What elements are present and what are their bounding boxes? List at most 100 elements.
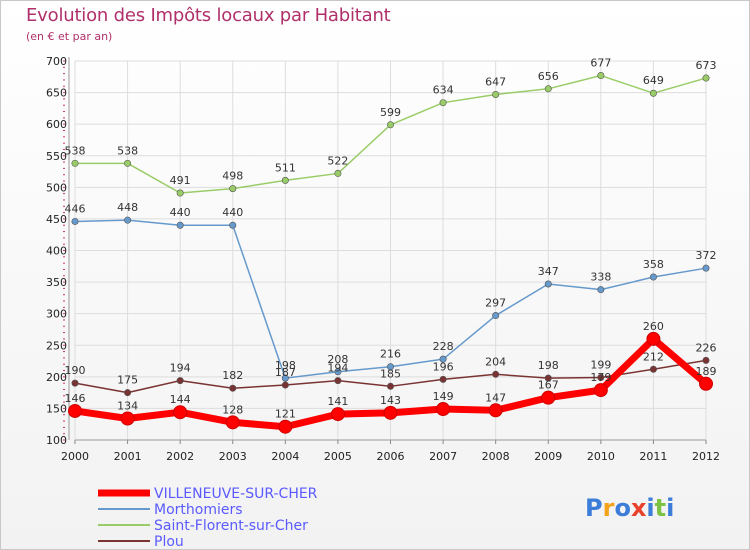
data-label: 143 bbox=[380, 394, 401, 407]
data-point bbox=[120, 411, 135, 426]
x-tick-label: 2003 bbox=[219, 450, 247, 463]
logo-letter: o bbox=[614, 494, 631, 522]
data-point bbox=[386, 363, 394, 371]
data-label: 656 bbox=[538, 70, 559, 83]
data-label: 187 bbox=[275, 366, 296, 379]
data-label: 634 bbox=[433, 84, 454, 97]
x-tick-label: 2005 bbox=[324, 450, 352, 463]
data-label: 440 bbox=[170, 206, 191, 219]
data-label: 189 bbox=[696, 365, 717, 378]
data-point bbox=[176, 377, 184, 385]
logo-letter: x bbox=[631, 494, 647, 522]
data-point bbox=[173, 405, 188, 420]
y-tick-label: 450 bbox=[46, 213, 67, 226]
data-label: 358 bbox=[643, 258, 664, 271]
data-point bbox=[386, 121, 394, 129]
data-point bbox=[597, 373, 605, 381]
data-label: 599 bbox=[380, 106, 401, 119]
x-tick-label: 2006 bbox=[377, 450, 405, 463]
data-point bbox=[124, 159, 132, 167]
data-label: 167 bbox=[538, 379, 559, 392]
data-point bbox=[278, 419, 293, 434]
data-label: 149 bbox=[433, 390, 454, 403]
data-point bbox=[330, 407, 345, 422]
data-point bbox=[281, 381, 289, 389]
logo-letter: P bbox=[585, 494, 603, 522]
data-point bbox=[597, 286, 605, 294]
data-label: 491 bbox=[170, 174, 191, 187]
data-point bbox=[383, 405, 398, 420]
data-point bbox=[229, 221, 237, 229]
data-label: 538 bbox=[65, 144, 86, 157]
x-tick-label: 2011 bbox=[639, 450, 667, 463]
data-point bbox=[229, 384, 237, 392]
data-point bbox=[439, 375, 447, 383]
data-label: 179 bbox=[590, 371, 611, 384]
data-label: 498 bbox=[222, 170, 243, 183]
data-label: 372 bbox=[696, 249, 717, 262]
data-label: 199 bbox=[590, 358, 611, 371]
y-tick-label: 700 bbox=[46, 55, 67, 68]
data-point bbox=[71, 379, 79, 387]
data-label: 134 bbox=[117, 400, 138, 413]
y-tick-label: 600 bbox=[46, 118, 67, 131]
data-label: 647 bbox=[485, 75, 506, 88]
data-point bbox=[281, 176, 289, 184]
data-point bbox=[593, 383, 608, 398]
chart-title: Evolution des Impôts locaux par Habitant bbox=[26, 5, 391, 26]
data-label: 446 bbox=[65, 202, 86, 215]
data-label: 144 bbox=[170, 393, 191, 406]
data-point bbox=[702, 356, 710, 364]
data-label: 141 bbox=[327, 395, 348, 408]
data-point bbox=[334, 169, 342, 177]
data-point bbox=[176, 189, 184, 197]
data-point bbox=[439, 355, 447, 363]
chart-subtitle: (en € et par an) bbox=[26, 30, 113, 43]
data-point bbox=[649, 365, 657, 373]
data-label: 146 bbox=[65, 392, 86, 405]
legend-label: Plou bbox=[154, 534, 184, 550]
logo-letter: i bbox=[666, 494, 674, 522]
data-label: 649 bbox=[643, 74, 664, 87]
data-point bbox=[702, 74, 710, 82]
data-point bbox=[544, 85, 552, 93]
data-label: 190 bbox=[65, 364, 86, 377]
data-label: 128 bbox=[222, 403, 243, 416]
data-point bbox=[544, 280, 552, 288]
x-tick-label: 2008 bbox=[482, 450, 510, 463]
x-tick-label: 2001 bbox=[114, 450, 142, 463]
x-tick-label: 2009 bbox=[534, 450, 562, 463]
data-label: 522 bbox=[327, 154, 348, 167]
data-label: 448 bbox=[117, 201, 138, 214]
data-point bbox=[436, 402, 451, 417]
y-tick-label: 150 bbox=[46, 402, 67, 415]
data-point bbox=[488, 403, 503, 418]
data-point bbox=[281, 374, 289, 382]
y-tick-label: 300 bbox=[46, 308, 67, 321]
data-point bbox=[124, 216, 132, 224]
data-label: 338 bbox=[590, 271, 611, 284]
legend: VILLENEUVE-SUR-CHERMorthomiersSaint-Flor… bbox=[98, 486, 318, 550]
y-tick-label: 200 bbox=[46, 371, 67, 384]
data-label: 182 bbox=[222, 369, 243, 382]
data-label: 226 bbox=[696, 341, 717, 354]
legend-label: VILLENEUVE-SUR-CHER bbox=[154, 486, 318, 502]
y-tick-label: 650 bbox=[46, 87, 67, 100]
data-point bbox=[646, 331, 661, 346]
data-point bbox=[334, 377, 342, 385]
data-label: 194 bbox=[327, 362, 348, 375]
data-point bbox=[699, 376, 713, 391]
data-label: 212 bbox=[643, 350, 664, 363]
x-tick-label: 2002 bbox=[166, 450, 194, 463]
data-label: 208 bbox=[327, 353, 348, 366]
y-tick-label: 500 bbox=[46, 181, 67, 194]
data-point bbox=[71, 217, 79, 225]
y-tick-label: 400 bbox=[46, 245, 67, 258]
x-tick-label: 2007 bbox=[429, 450, 457, 463]
data-point bbox=[597, 72, 605, 80]
data-label: 185 bbox=[380, 367, 401, 380]
data-point bbox=[649, 89, 657, 97]
logo-letter: r bbox=[603, 494, 615, 522]
proxiti-logo: Proxiti bbox=[585, 494, 674, 522]
data-point bbox=[124, 389, 132, 397]
